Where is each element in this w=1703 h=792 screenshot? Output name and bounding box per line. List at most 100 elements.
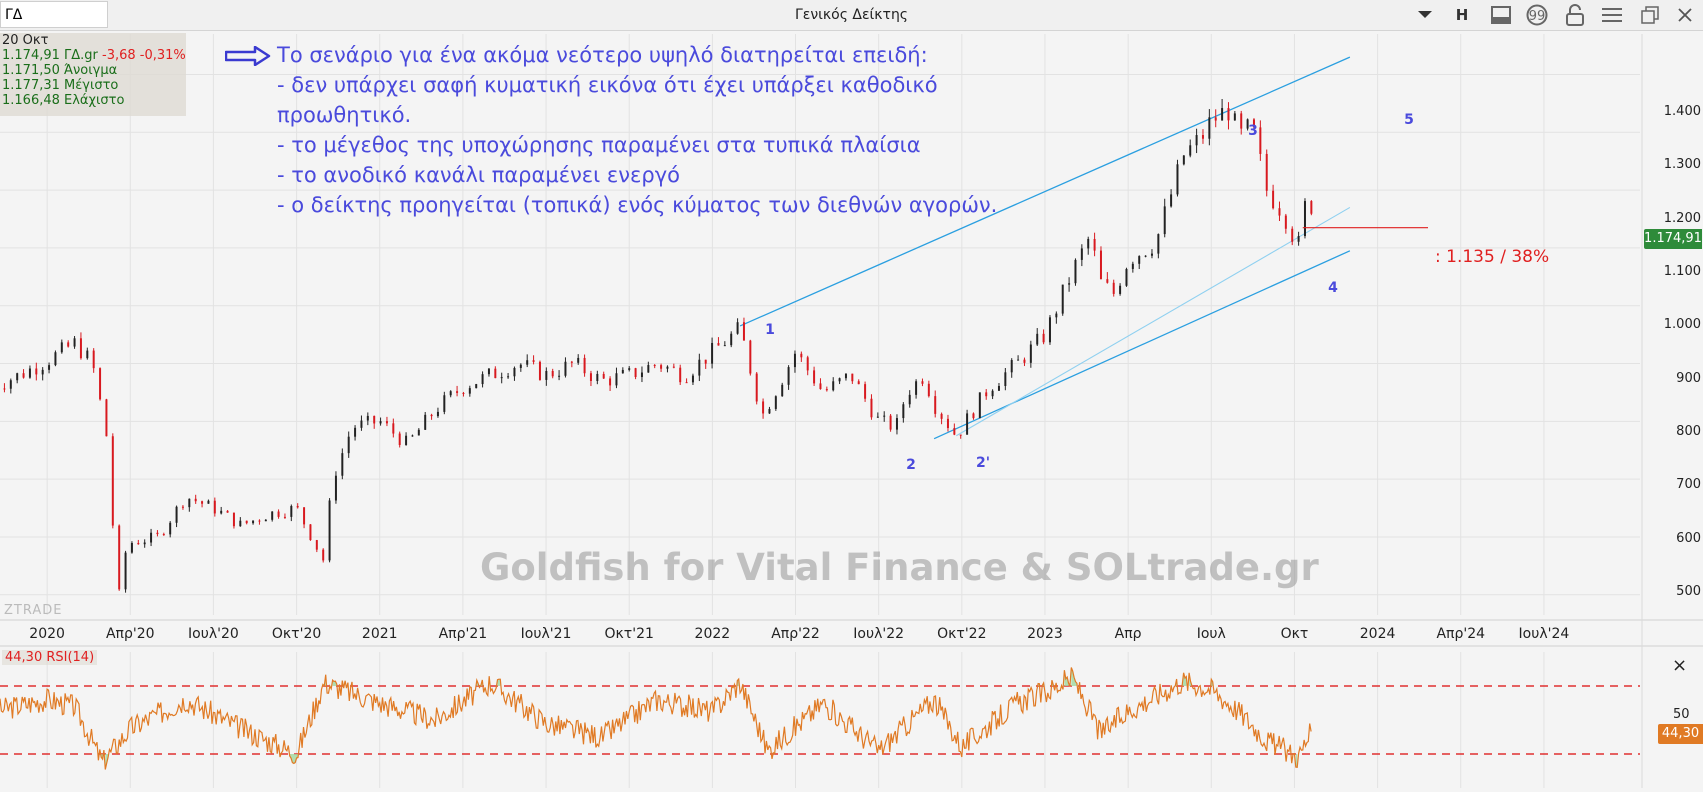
candle-body	[558, 375, 561, 377]
candle-body	[1310, 201, 1313, 214]
wave-label: 4	[1328, 280, 1338, 296]
y-tick-label: 600	[1676, 531, 1701, 546]
candle-body	[487, 368, 490, 375]
candle-body	[277, 511, 280, 517]
title-bar: ΓΔ Γενικός Δείκτης H 99	[0, 0, 1703, 31]
info-low: 1.166,48 Ελάχιστο	[2, 93, 125, 108]
candle-body	[258, 520, 261, 522]
candle-body	[940, 413, 943, 419]
trend-channel	[739, 56, 1351, 440]
chart-canvas[interactable]	[0, 30, 1703, 792]
x-tick-label: Απρ	[1114, 626, 1142, 642]
candle-body	[1221, 108, 1224, 121]
candle-body	[443, 395, 446, 412]
candle-body	[181, 506, 184, 508]
x-tick-label: Απρ'21	[438, 626, 488, 642]
candle-body	[755, 373, 758, 402]
rsi-zone-fill	[497, 679, 501, 686]
unlock-icon[interactable]	[1560, 2, 1590, 28]
annotation-line: - δεν υπάρχει σαφή κυματική εικόνα ότι έ…	[277, 73, 938, 97]
candle-body	[991, 390, 994, 397]
candle-body	[405, 435, 408, 445]
candle-body	[169, 522, 172, 535]
restore-icon[interactable]	[1635, 2, 1665, 28]
candle-body	[685, 382, 688, 384]
candle-body	[640, 372, 643, 378]
wave-label: 3	[1248, 123, 1258, 139]
candle-body	[3, 388, 6, 390]
annotation-line: - το ανοδικό κανάλι παραμένει ενεργό	[277, 163, 680, 187]
x-tick-label: Ιουλ'20	[188, 626, 239, 642]
candle-body	[67, 342, 70, 347]
symbol-input[interactable]: ΓΔ	[0, 1, 108, 28]
close-icon[interactable]: ×	[1672, 655, 1688, 676]
annotation-line: - το μέγεθος της υποχώρησης παραμένει στ…	[277, 133, 921, 157]
candle-body	[1214, 117, 1217, 121]
candle-body	[468, 388, 471, 394]
candle-body	[9, 380, 12, 389]
candle-body	[264, 519, 267, 522]
candle-body	[519, 364, 522, 368]
menu-icon[interactable]	[1597, 2, 1627, 28]
candle-body	[762, 401, 765, 414]
candle-body	[1036, 333, 1039, 345]
candle-body	[494, 368, 497, 379]
x-tick-label: Απρ'24	[1436, 626, 1486, 642]
candle-body	[844, 373, 847, 379]
channel-lower-line	[933, 250, 1351, 440]
info-change: -3,68 -0,31%	[102, 48, 186, 63]
candle-body	[895, 418, 898, 430]
last-price-badge: 1.174,91	[1644, 229, 1702, 249]
candle-body	[417, 429, 420, 436]
candle-body	[889, 415, 892, 430]
close-icon[interactable]	[1670, 2, 1700, 28]
rsi-mid-label: 50	[1673, 707, 1690, 722]
candle-body	[691, 375, 694, 383]
quote-icon[interactable]: 99	[1522, 2, 1552, 28]
candle-body	[647, 365, 650, 373]
candle-body	[366, 415, 369, 421]
candle-body	[207, 500, 210, 504]
candle-body	[634, 368, 637, 378]
candle-body	[628, 368, 631, 370]
candle-body	[283, 516, 286, 518]
candle-body	[1284, 215, 1287, 229]
candle-body	[1259, 127, 1262, 154]
y-tick-label: 900	[1676, 371, 1701, 386]
chart-grid	[0, 34, 1703, 788]
candle-body	[481, 374, 484, 385]
price-candles	[3, 99, 1313, 593]
channel-mid-line	[956, 206, 1351, 437]
candle-body	[334, 475, 337, 501]
candle-body	[213, 500, 216, 514]
candle-body	[774, 396, 777, 409]
candle-body	[137, 542, 140, 545]
x-tick-label: Οκτ'22	[937, 626, 987, 642]
y-tick-label: 1.200	[1663, 211, 1701, 226]
candle-body	[150, 532, 153, 543]
x-tick-label: Ιουλ'24	[1518, 626, 1570, 642]
info-date: 20 Οκτ	[2, 33, 49, 48]
candle-body	[902, 404, 905, 419]
candle-body	[1170, 194, 1173, 207]
candle-body	[1068, 283, 1071, 285]
chevron-down-icon[interactable]	[1410, 2, 1440, 28]
candle-body	[1297, 236, 1300, 242]
candle-body	[1208, 117, 1211, 139]
y-tick-label: 700	[1676, 477, 1701, 492]
h-button[interactable]: H	[1455, 6, 1469, 24]
panel-icon[interactable]	[1486, 2, 1516, 28]
candle-body	[35, 368, 38, 375]
candle-body	[124, 552, 127, 590]
candle-body	[188, 498, 191, 508]
candle-body	[698, 359, 701, 376]
x-tick-label: Ιουλ'22	[853, 626, 905, 642]
x-tick-label: 2021	[361, 626, 398, 642]
candle-body	[1119, 285, 1122, 294]
candle-body	[130, 542, 133, 553]
candle-body	[92, 350, 95, 369]
candle-body	[1227, 108, 1230, 121]
candle-body	[1252, 119, 1255, 128]
candle-body	[864, 384, 867, 399]
y-tick-label: 1.100	[1663, 264, 1701, 279]
